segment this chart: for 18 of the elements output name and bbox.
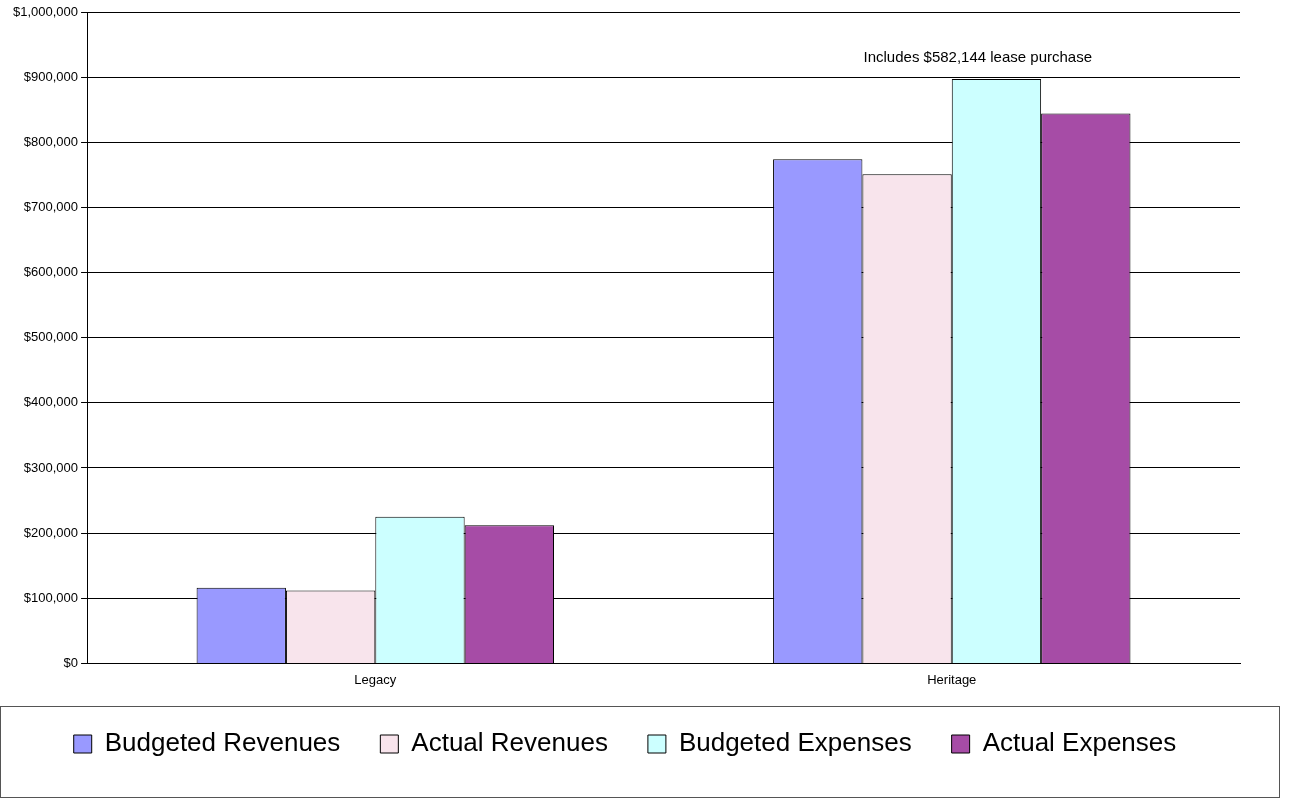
legend-label: Budgeted Revenues (104, 727, 341, 758)
y-tick-label: $900,000 (23, 68, 79, 84)
y-tick-label: $0 (63, 654, 79, 670)
legend-label: Actual Revenues (411, 727, 608, 758)
y-tick-label: $200,000 (23, 524, 79, 540)
x-tick-label: Legacy (354, 671, 397, 687)
y-tick-label: $300,000 (23, 459, 79, 475)
y-tick-label: $800,000 (23, 133, 79, 149)
annotation: Includes $582,144 lease purchase (863, 47, 1093, 65)
y-tick-label: $500,000 (23, 329, 79, 345)
legend-label: Budgeted Expenses (678, 727, 912, 758)
x-tick-label: Heritage (927, 671, 977, 687)
y-tick-label: $1,000,000 (12, 3, 79, 19)
y-tick-label: $400,000 (23, 394, 79, 410)
y-tick-label: $700,000 (23, 199, 79, 214)
legend-label: Actual Expenses (982, 727, 1177, 758)
y-tick-label: $600,000 (23, 264, 79, 280)
y-tick-label: $100,000 (23, 589, 79, 605)
